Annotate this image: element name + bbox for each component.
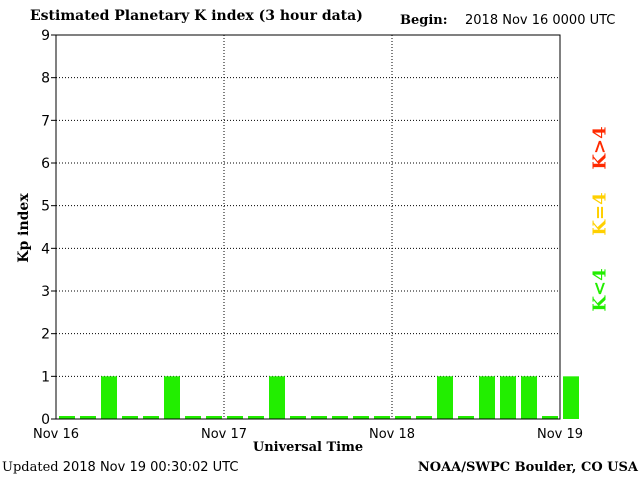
legend-k-less-4: K<4: [589, 268, 611, 312]
x-axis-label: Universal Time: [252, 440, 364, 455]
updated-timestamp: Updated 2018 Nov 19 00:30:02 UTC: [2, 460, 238, 475]
y-tick-label: 6: [41, 156, 50, 172]
y-axis-ticks: 0 1 2 3 4 5 6 7 8 9: [41, 28, 56, 428]
kp-bar: [563, 376, 579, 419]
kp-bar: [101, 376, 117, 419]
x-tick-label: Nov 19: [537, 427, 583, 442]
chart-title: Estimated Planetary K index (3 hour data…: [30, 8, 363, 24]
kp-bar: [227, 416, 243, 419]
kp-bar: [542, 416, 558, 419]
plot-frame: [55, 34, 561, 420]
y-tick-label: 5: [41, 199, 50, 215]
kp-bar: [164, 376, 180, 419]
y-tick-label: 7: [41, 113, 50, 129]
kp-bar: [122, 416, 138, 419]
credit-text: NOAA/SWPC Boulder, CO USA: [417, 460, 638, 475]
kp-bar: [80, 416, 96, 419]
updated-label: Updated: [2, 460, 59, 475]
kp-bar: [353, 416, 369, 419]
begin-time: 2018 Nov 16 0000 UTC: [465, 13, 616, 28]
legend-k-greater-4: K>4: [589, 126, 611, 170]
x-tick-label: Nov 17: [201, 427, 247, 442]
kp-bar: [374, 416, 390, 419]
y-tick-label: 3: [41, 284, 50, 300]
kp-bar: [311, 416, 327, 419]
kp-bar: [290, 416, 306, 419]
y-tick-label: 0: [41, 412, 50, 428]
kp-bar: [458, 416, 474, 419]
x-axis-ticks: Nov 16 Nov 17 Nov 18 Nov 19: [33, 427, 583, 442]
kp-bar: [206, 416, 222, 419]
kp-bar: [185, 416, 201, 419]
kp-bar: [416, 416, 432, 419]
kp-bar: [332, 416, 348, 419]
kp-bar: [59, 416, 75, 419]
updated-value: 2018 Nov 19 00:30:02 UTC: [62, 460, 239, 475]
y-axis-label: Kp index: [16, 193, 32, 263]
begin-label: Begin:: [400, 13, 448, 28]
kp-bar: [269, 376, 285, 419]
kp-bar: [395, 416, 411, 419]
y-tick-label: 8: [41, 71, 50, 87]
kp-bar: [248, 416, 264, 419]
kp-bar: [500, 376, 516, 419]
grid-lines: [56, 35, 560, 419]
kp-bar: [143, 416, 159, 419]
kp-bar: [437, 376, 453, 419]
kp-bar: [479, 376, 495, 419]
x-tick-label: Nov 18: [369, 427, 415, 442]
legend-k-equal-4: K=4: [589, 192, 611, 236]
y-tick-label: 1: [41, 369, 50, 385]
y-tick-label: 4: [41, 241, 50, 257]
y-tick-label: 9: [41, 28, 50, 44]
kp-bar: [521, 376, 537, 419]
y-tick-label: 2: [41, 327, 50, 343]
x-tick-label: Nov 16: [33, 427, 79, 442]
bars: [59, 376, 579, 419]
